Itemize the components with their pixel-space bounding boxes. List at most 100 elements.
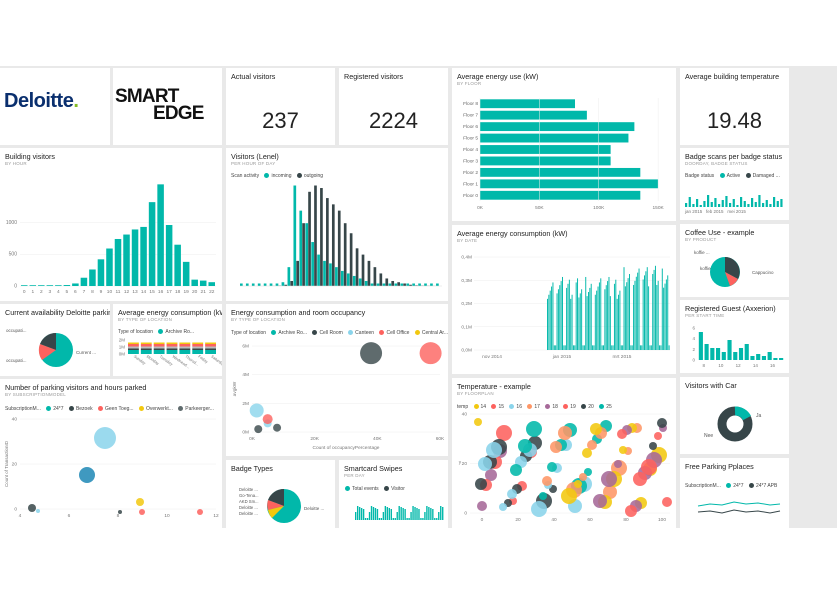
x-tick-label: 10 xyxy=(164,513,170,519)
incoming-bar xyxy=(400,283,404,286)
parking-availability-tile[interactable]: Current availability Deloitte parkin... … xyxy=(0,304,110,376)
badge-scans-tile[interactable]: Badge scans per badge status DOORDAY, BA… xyxy=(680,148,789,220)
bar xyxy=(412,506,414,520)
free-parking-tile[interactable]: Free Parking Pplaces SubscriptionM... 24… xyxy=(680,458,789,528)
bar xyxy=(579,293,581,350)
stack-segment xyxy=(128,348,139,350)
tile-subtitle: PER HOUR OF DAY xyxy=(231,161,276,166)
bar xyxy=(392,518,394,520)
bar xyxy=(740,197,743,207)
outgoing-bar xyxy=(284,284,288,286)
bar xyxy=(630,345,632,350)
tile-subtitle: BY FLOORPLAN xyxy=(457,391,494,396)
incoming-bar xyxy=(281,282,285,286)
pie-label: Deloitte ... xyxy=(239,487,258,492)
bar xyxy=(578,297,580,350)
temperature-tile[interactable]: Temperature - example BY FLOORPLAN temp … xyxy=(452,378,676,528)
parking-hours-tile[interactable]: Number of parking visitors and hours par… xyxy=(0,379,222,528)
visitors-lenel-tile[interactable]: Visitors (Lenel) PER HOUR OF DAY Scan ac… xyxy=(226,148,448,301)
temperature-bubble xyxy=(510,464,522,476)
x-tick-label: 0K xyxy=(249,436,256,442)
temperature-bubble xyxy=(619,446,627,454)
bar xyxy=(89,269,96,286)
avg-energy-floor-tile[interactable]: Average energy use (kW) BY FLOOR Floor 8… xyxy=(452,68,676,221)
energy-by-date-tile[interactable]: Average energy consumption (kW) BY DATE … xyxy=(452,225,676,374)
tile-title: Smartcard Swipes xyxy=(344,464,403,473)
visitors-car-tile[interactable]: Visitors with Car Ja Nee xyxy=(680,377,789,454)
bar xyxy=(609,296,611,350)
bar xyxy=(55,285,62,286)
actual-visitors-tile[interactable]: Actual visitors 237 xyxy=(226,68,335,145)
bar xyxy=(148,202,156,286)
legend-icon xyxy=(384,486,390,492)
bar xyxy=(549,290,551,350)
bar xyxy=(663,287,665,350)
stack-segment xyxy=(140,346,152,349)
building-visitors-tile[interactable]: Building visitors BY HOUR 1000 500 0 0 1 2 3 4 5… xyxy=(0,148,222,301)
bar xyxy=(743,201,746,207)
free-parking-chart xyxy=(697,501,781,514)
bar xyxy=(721,352,726,360)
coffee-use-tile[interactable]: Coffee Use - example BY PRODUCT koffie .… xyxy=(680,224,789,297)
y-tick-label: 1000 xyxy=(6,220,17,226)
incoming-bar xyxy=(293,185,297,286)
parking-availability-pie: occupati... Current ... occupati... xyxy=(6,328,96,367)
registered-guest-tile[interactable]: Registered Guest (Axxerion) PER START TI… xyxy=(680,300,789,373)
bar xyxy=(623,267,625,350)
bar xyxy=(564,345,566,350)
pie-label: Current ... xyxy=(76,350,96,355)
bar xyxy=(418,509,420,520)
cellroom-legend-icon xyxy=(312,330,318,336)
temperature-bubble xyxy=(662,497,672,507)
temperature-bubble xyxy=(584,468,592,476)
bar xyxy=(355,512,357,520)
x-tick-label: nov 2014 xyxy=(482,354,502,360)
bar xyxy=(751,198,754,207)
bar xyxy=(729,203,732,207)
bar xyxy=(567,283,569,350)
smartcard-swipes-tile[interactable]: Smartcard Swipes PER DAY Total events Vi… xyxy=(339,460,448,528)
outgoing-bar xyxy=(290,280,294,286)
incoming-bar xyxy=(323,260,326,286)
bar xyxy=(642,279,644,350)
energy-room-tile[interactable]: Energy consumption and room occupancy BY… xyxy=(226,304,448,456)
incoming-bar xyxy=(346,273,350,286)
x-tick-label: 1 xyxy=(31,289,34,295)
badge-scans-chart xyxy=(685,195,783,207)
x-tick-label: 7 xyxy=(83,289,86,295)
tile-title: Badge Types xyxy=(231,464,273,473)
y-tick-label: 0,1M xyxy=(461,324,472,330)
avg-temperature-tile[interactable]: Average building temperature 19.48 xyxy=(680,68,789,145)
bar xyxy=(165,225,173,286)
incoming-bar xyxy=(376,283,380,286)
scatter-point xyxy=(254,425,263,434)
registered-guest-chart: 6 4 2 0 8 10 12 14 16 xyxy=(692,326,784,368)
celloffice-legend-icon xyxy=(379,330,385,336)
y-tick-label: 6M xyxy=(242,344,249,350)
bar xyxy=(480,156,611,166)
bar xyxy=(750,356,755,360)
badge-types-tile[interactable]: Badge Types Deloitte ... Go-Tena... AKD … xyxy=(226,460,335,528)
incoming-bar xyxy=(436,283,439,286)
legend-icon xyxy=(178,406,184,412)
bar xyxy=(616,298,618,350)
bar xyxy=(583,345,585,350)
bar xyxy=(438,512,440,520)
temperature-bubble xyxy=(574,480,582,488)
registered-visitors-value: 2224 xyxy=(369,108,418,133)
bar xyxy=(637,272,639,350)
y-tick-label: Floor 7 xyxy=(463,113,478,119)
registered-visitors-tile[interactable]: Registered visitors 2224 xyxy=(339,68,448,145)
bar xyxy=(378,518,381,520)
outgoing-bar xyxy=(349,233,353,286)
bar xyxy=(402,508,404,520)
x-tick-label: 100K xyxy=(593,205,605,211)
legend-icon xyxy=(345,486,350,492)
energy-location-tile[interactable]: Average energy consumption (kW... BY TYP… xyxy=(113,304,222,376)
temperature-bubble xyxy=(601,471,617,487)
bar xyxy=(608,276,610,350)
temperature-bubble xyxy=(625,505,637,517)
bar xyxy=(191,279,198,286)
x-tick-label: 8 xyxy=(702,363,705,368)
